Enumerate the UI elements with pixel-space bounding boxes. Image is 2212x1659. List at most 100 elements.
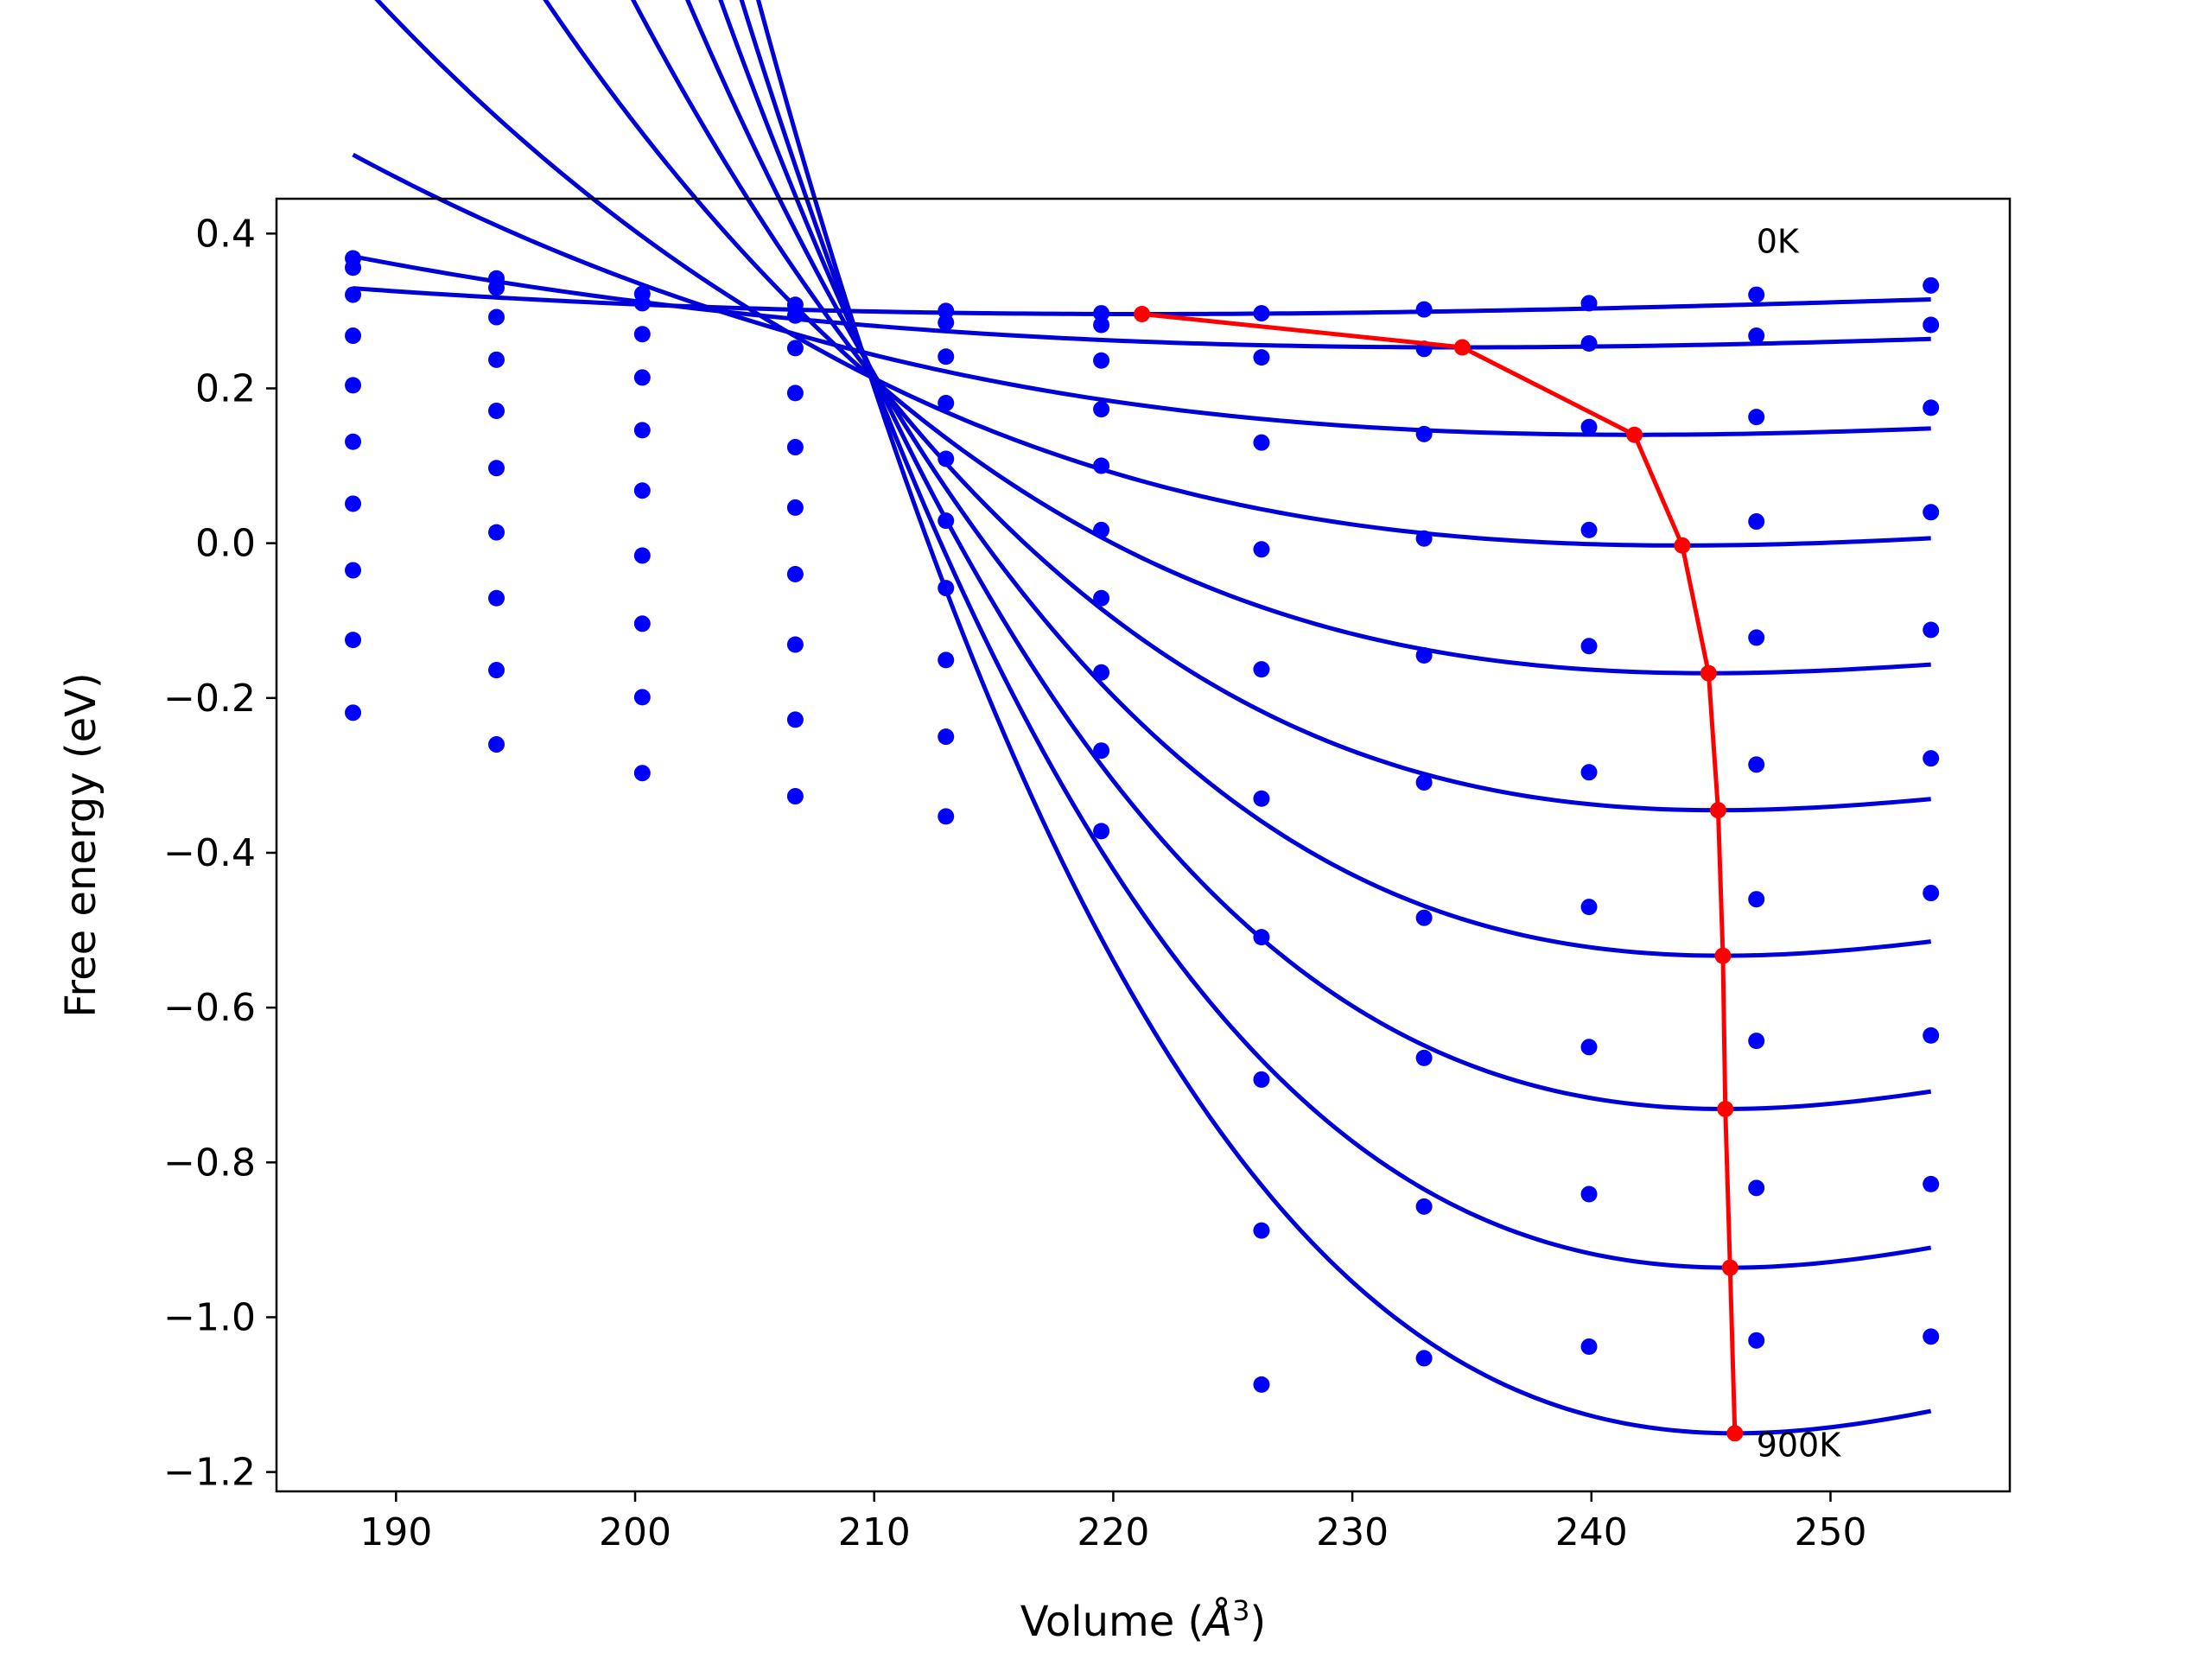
data-point [345, 632, 362, 649]
data-point [488, 460, 505, 477]
data-point [1580, 521, 1598, 538]
minimum-point [1626, 426, 1643, 443]
data-point [1093, 352, 1110, 369]
data-point [938, 808, 955, 825]
x-axis-ticks: 190 200 210 220 230 240 250 [359, 1491, 1866, 1554]
fit-curve-2 [352, 152, 1931, 437]
minimum-point [1717, 1100, 1734, 1117]
data-point [488, 308, 505, 326]
data-point [1253, 541, 1270, 558]
x-tick-label: 210 [838, 1510, 911, 1554]
fit-curve-6 [685, 0, 1931, 958]
data-point [633, 765, 651, 782]
data-point [345, 286, 362, 303]
data-point [1580, 764, 1598, 781]
data-point [1253, 1222, 1270, 1239]
data-point [786, 788, 804, 805]
minimum-point [1726, 1425, 1744, 1442]
data-point [1253, 1376, 1270, 1393]
data-point [1748, 513, 1765, 531]
data-point [1748, 286, 1765, 303]
y-tick-label: 0.4 [195, 212, 256, 256]
data-point [786, 340, 804, 357]
data-point [1580, 1039, 1598, 1056]
minimum-point [1721, 1259, 1738, 1276]
data-point [1093, 316, 1110, 334]
data-point [938, 394, 955, 411]
data-point [1580, 335, 1598, 353]
fit-curve-5 [631, 0, 1931, 813]
data-point [633, 295, 651, 312]
data-point [345, 704, 362, 721]
data-point [1253, 434, 1270, 451]
data-point [938, 302, 955, 320]
x-tick-label: 240 [1555, 1510, 1628, 1554]
data-point [1748, 1033, 1765, 1050]
data-point [488, 524, 505, 541]
data-point [345, 259, 362, 276]
data-point [1923, 621, 1940, 639]
data-point [633, 547, 651, 564]
data-point [1580, 1185, 1598, 1203]
data-point [488, 662, 505, 679]
minima-line [1141, 311, 1738, 1433]
y-tick-label: −0.4 [163, 831, 256, 875]
annotations: 0K 900K [1757, 222, 1842, 1464]
data-point [488, 736, 505, 753]
data-point [633, 422, 651, 439]
data-point [488, 351, 505, 368]
data-point [1253, 790, 1270, 807]
data-point [1923, 504, 1940, 521]
fit-curve-3 [374, 0, 1931, 548]
data-point [633, 369, 651, 386]
data-point [1748, 629, 1765, 646]
data-point [1093, 305, 1110, 322]
minimum-point [1674, 537, 1691, 554]
annotation-0k: 0K [1757, 222, 1800, 260]
x-tick-label: 200 [599, 1510, 671, 1554]
fit-curve-9 [755, 0, 1932, 1436]
data-point [1748, 1179, 1765, 1197]
y-tick-label: −0.8 [163, 1141, 256, 1185]
data-point [938, 512, 955, 530]
x-tick-label: 220 [1077, 1510, 1149, 1554]
fit-curves [352, 0, 1932, 1436]
x-axis-label: Volume (Å3) [1020, 1594, 1266, 1646]
data-point [1093, 742, 1110, 760]
fit-curve-1 [353, 254, 1931, 350]
y-tick-label: −1.0 [163, 1295, 256, 1339]
data-point [345, 495, 362, 512]
data-point [786, 711, 804, 728]
data-point [938, 652, 955, 669]
data-point [1748, 327, 1765, 345]
data-point [1748, 409, 1765, 426]
data-point [938, 580, 955, 597]
minimum-point [1134, 305, 1151, 322]
plot-area-frame [275, 197, 2012, 1493]
data-point [1415, 647, 1433, 664]
data-point [1923, 1027, 1940, 1044]
data-point [488, 589, 505, 607]
y-tick-label: −0.2 [163, 677, 256, 721]
data-point [1415, 1198, 1433, 1215]
minimum-point [1453, 339, 1471, 356]
data-point [633, 482, 651, 499]
x-tick-label: 250 [1794, 1510, 1866, 1554]
data-point [938, 450, 955, 467]
data-point [1415, 301, 1433, 318]
data-point [488, 402, 505, 419]
data-point [1093, 589, 1110, 607]
data-points [345, 250, 1940, 1393]
y-tick-label: 0.0 [195, 522, 256, 566]
fit-curve-4 [543, 0, 1931, 676]
data-point [1923, 399, 1940, 416]
data-point [1253, 1071, 1270, 1088]
data-point [633, 689, 651, 706]
data-point [1093, 664, 1110, 681]
minimum-point [1709, 802, 1726, 819]
minima-path [1134, 305, 1744, 1442]
data-point [1253, 661, 1270, 678]
data-point [1093, 401, 1110, 418]
data-point [938, 314, 955, 331]
